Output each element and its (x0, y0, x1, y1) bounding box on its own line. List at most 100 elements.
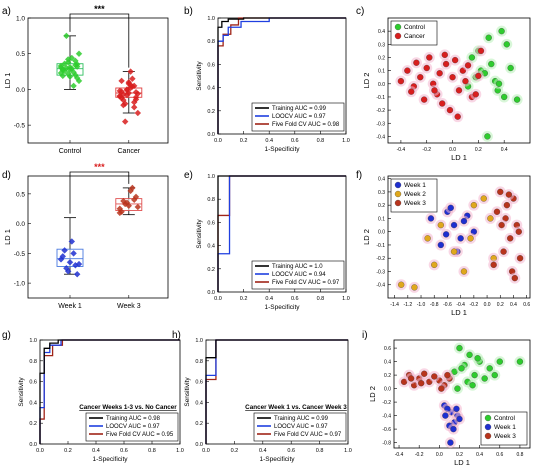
x-tick-label: 0.2 (475, 147, 482, 153)
plot-frame (27, 175, 169, 299)
y-tick-label: 0.2 (378, 55, 385, 61)
data-point (129, 75, 136, 82)
x-axis-label: 1-Specificity (259, 456, 295, 463)
legend-label: Training AUC = 0.98 (106, 416, 161, 422)
data-point-control (471, 371, 478, 379)
data-point (120, 101, 127, 109)
data-point-week1 (450, 221, 458, 229)
data-point-control (501, 93, 508, 101)
data-point-week3 (498, 221, 505, 229)
data-point-week2 (450, 248, 458, 255)
x-tick-label: 0.6 (523, 302, 530, 308)
y-tick-label: 0.8 (207, 39, 215, 45)
x-category-label: Cancer (118, 148, 141, 155)
x-tick-label: 0.4 (265, 138, 273, 144)
legend-marker-week2 (394, 190, 402, 198)
data-point-control (496, 358, 503, 365)
data-point-cancer (420, 96, 428, 103)
data-point-cancer (408, 88, 415, 95)
y-axis-label: LD 1 (3, 73, 12, 89)
data-point-week3 (407, 375, 415, 382)
roc-line-training (205, 339, 348, 444)
legend-marker-control (394, 23, 402, 31)
y-tick-label: 0.3 (378, 190, 385, 196)
data-point-control (516, 358, 524, 365)
x-axis-label: 1-Specificity (264, 146, 300, 153)
plot-frame (387, 175, 531, 299)
data-point-week3 (497, 188, 504, 196)
x-tick-label: -0.2 (470, 302, 479, 308)
data-point-week2 (487, 215, 494, 222)
data-point (73, 270, 81, 278)
data-point-week2 (467, 235, 474, 242)
x-tick-label: -1.0 (417, 302, 426, 308)
legend: Training AUC = 0.99 LOOCV AUC = 0.97 Five … (251, 102, 345, 132)
data-point-control (491, 371, 498, 379)
data-point-week3 (438, 385, 445, 392)
y-tick-label: 1.0 (195, 338, 203, 344)
data-point-week2 (480, 195, 487, 202)
y-tick-label: 0.3 (378, 42, 385, 48)
data-point-week3 (505, 191, 513, 198)
chart-annotation: Cancer Weeks 1-3 vs. No Cancer (79, 404, 177, 411)
data-point-cancer (439, 100, 446, 107)
x-tick-label: 0.6 (291, 138, 299, 144)
x-tick-label: -1.2 (404, 302, 413, 308)
x-tick-label: 0.8 (317, 296, 325, 302)
x-tick-label: 0.4 (259, 448, 267, 454)
panel-g: g) 0.0 0.2 0.4 0.6 0.8 1.0 0.0 0.2 0.4 0.6 0.8 1.0 1-… (2, 330, 184, 463)
x-axis-label: LD 1 (451, 308, 467, 317)
significance-label: *** (94, 4, 105, 14)
data-point (130, 99, 138, 106)
legend: Control Cancer (390, 20, 438, 46)
data-point-week3 (507, 235, 514, 242)
data-point-control (488, 60, 495, 68)
data-point (116, 209, 124, 217)
x-tick-label: 0.0 (436, 452, 443, 458)
legend-label: Five Fold CV AUC = 0.98 (272, 122, 340, 128)
legend: Training AUC = 0.98 LOOCV AUC = 0.97 Five … (85, 412, 179, 442)
y-tick-label: -0.4 (382, 414, 391, 420)
x-tick-label: 0.2 (240, 296, 248, 302)
data-point-week3 (490, 261, 497, 268)
data-point-control (486, 365, 493, 372)
legend: Week 1 Week 2 Week 3 (390, 178, 438, 213)
legend-label: Five Fold CV AUC = 0.95 (106, 432, 174, 438)
data-point-week1 (442, 412, 449, 419)
legend-marker-week1 (484, 423, 492, 431)
legend: Training AUC = 0.99 LOOCV AUC = 0.97 Five … (253, 412, 347, 442)
y-tick-label: 1.0 (207, 16, 215, 22)
legend-label: Cancer (404, 33, 426, 40)
x-category-label: Week 3 (117, 303, 141, 310)
data-point-week1 (437, 241, 444, 249)
y-tick-label: -1.0 (14, 281, 26, 288)
legend-marker-week3 (394, 199, 402, 207)
x-tick-label: 0.0 (484, 302, 491, 308)
data-point-cancer (442, 60, 450, 68)
y-tick-label: 0.4 (195, 400, 203, 406)
data-point-control (474, 355, 481, 362)
y-tick-label: -0.8 (382, 441, 391, 447)
legend-marker-week1 (394, 181, 402, 189)
y-axis-label: Sensitivity (184, 377, 191, 407)
data-point-cancer (446, 106, 454, 114)
legend-label: LOOCV AUC = 0.97 (106, 424, 160, 430)
y-tick-label: 0.6 (207, 62, 215, 68)
data-point-cancer (472, 91, 479, 98)
panel-b: b) 0.0 0.2 0.4 0.6 0.8 1.0 0.0 0.2 0.4 0.6 0.8 1.0 1-… (184, 6, 350, 153)
legend-label: Five Fold CV AUC = 0.97 (272, 280, 340, 286)
legend-label: Control (404, 24, 426, 31)
data-point-control (503, 41, 510, 48)
data-point-cancer (454, 113, 461, 120)
data-point-control (466, 351, 473, 359)
y-tick-label: 0.0 (378, 82, 385, 88)
legend-label: Week 2 (404, 191, 426, 198)
data-point-cancer (462, 78, 469, 85)
x-tick-label: -0.2 (415, 452, 424, 458)
x-tick-label: 0.6 (291, 296, 299, 302)
x-tick-label: -0.4 (456, 302, 465, 308)
y-axis-label: LD 2 (362, 73, 371, 89)
data-point-week3 (516, 255, 524, 262)
y-tick-label: -0.4 (376, 134, 385, 140)
